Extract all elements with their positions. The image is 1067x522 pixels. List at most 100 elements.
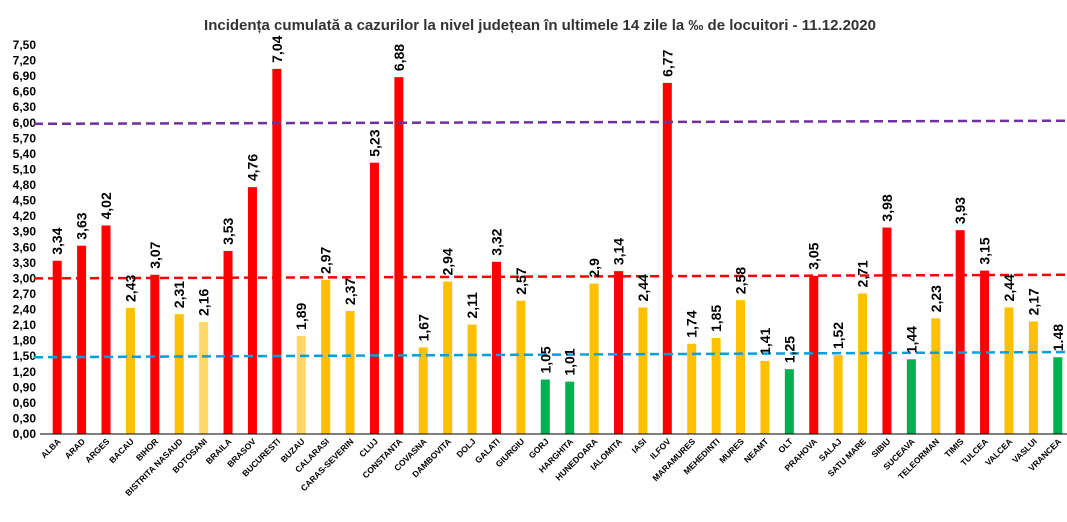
chart-title: Incidența cumulată a cazurilor la nivel … (204, 17, 876, 34)
bars (52, 68, 1063, 434)
data-label: 1,89 (293, 303, 309, 330)
bar (760, 360, 770, 434)
bar (614, 271, 624, 434)
y-axis: 0,00 0,300,60 0,901,20 1,501,80 2,102,40 2,70… (13, 38, 37, 441)
data-label: 2,43 (122, 275, 138, 302)
x-tick-label: ALBA (39, 436, 63, 460)
bar (125, 307, 135, 434)
bar (955, 230, 965, 434)
data-label: 3,05 (806, 242, 822, 269)
data-label: 2,94 (440, 248, 456, 275)
bar (174, 314, 184, 434)
data-label: 2,71 (855, 260, 871, 287)
data-label: 3,15 (977, 237, 993, 264)
data-label: 3,93 (952, 197, 968, 224)
bar (467, 324, 477, 434)
reference-line (33, 350, 1067, 359)
bar (491, 261, 501, 434)
data-label: 1,05 (537, 346, 553, 373)
y-tick-label: 0,00 (13, 427, 37, 441)
data-label: 3,98 (879, 194, 895, 221)
bar (687, 343, 697, 434)
y-tick-label: 3,30 (13, 256, 37, 270)
data-label: 2,37 (342, 278, 358, 305)
bar (1028, 321, 1038, 434)
bar (321, 279, 331, 434)
x-tick-label: NEAMT (742, 436, 771, 465)
y-tick-label: 7,50 (13, 38, 37, 52)
data-label: 2,44 (635, 274, 651, 301)
data-label: 7,04 (269, 35, 285, 62)
data-label: 2,23 (928, 285, 944, 312)
bar (784, 369, 794, 434)
y-tick-label: 1,20 (13, 365, 37, 379)
bar (711, 338, 721, 434)
y-tick-label: 1,80 (13, 334, 37, 348)
data-label: 1,67 (415, 314, 431, 341)
bar (980, 270, 990, 434)
bar (296, 335, 306, 434)
data-label: 3,63 (74, 212, 90, 239)
y-tick-label: 0,60 (13, 396, 37, 410)
data-label: 1,25 (781, 336, 797, 363)
data-label: 2,11 (464, 292, 480, 319)
data-label: 6,77 (659, 49, 675, 76)
data-label: 3,53 (220, 217, 236, 244)
data-label: 1,85 (708, 305, 724, 332)
data-label: 1,41 (757, 327, 773, 354)
y-tick-label: 6,60 (13, 85, 37, 99)
data-label: 2,58 (733, 267, 749, 294)
bar (1053, 357, 1063, 434)
bar (443, 281, 453, 434)
bar (809, 275, 819, 434)
data-label: 5,23 (366, 129, 382, 156)
y-tick-label: 6,30 (13, 100, 37, 114)
y-tick-label: 3,00 (13, 271, 37, 285)
bar (833, 355, 843, 434)
y-tick-label: 6,00 (13, 116, 37, 130)
bar (418, 347, 428, 434)
y-tick-label: 7,20 (13, 54, 37, 68)
data-label: 4,02 (98, 192, 114, 219)
bar (1004, 307, 1014, 434)
bar (52, 260, 62, 434)
y-tick-label: 2,40 (13, 303, 37, 317)
bar (345, 311, 355, 434)
x-tick-label: IASI (630, 436, 649, 455)
y-tick-label: 5,40 (13, 147, 37, 161)
x-tick-label: MURES (717, 436, 746, 465)
bar (736, 300, 746, 434)
bar (589, 283, 599, 434)
bar (77, 245, 87, 434)
data-label: 3,32 (488, 228, 504, 255)
bar (247, 187, 257, 434)
y-tick-label: 6,90 (13, 69, 37, 83)
reference-line (33, 273, 1067, 280)
data-label: 2,16 (196, 289, 212, 316)
y-tick-label: 5,10 (13, 162, 37, 176)
data-label: 4,76 (244, 154, 260, 181)
bar (565, 381, 575, 434)
data-label: 1,01 (562, 348, 578, 375)
y-tick-label: 3,90 (13, 225, 37, 239)
bar (101, 225, 111, 434)
x-tick-label: OLT (776, 436, 795, 455)
bar (272, 68, 282, 434)
bar (199, 321, 209, 434)
data-label: 1,44 (903, 326, 919, 353)
data-label: 2,17 (1025, 288, 1041, 315)
data-label: 1.48 (1050, 324, 1066, 351)
x-tick-label: ARGES (83, 436, 112, 465)
y-tick-label: 4,80 (13, 178, 37, 192)
data-label: 1,74 (684, 310, 700, 337)
bar (369, 162, 379, 434)
y-tick-label: 3,60 (13, 240, 37, 254)
x-tick-label: VALCEA (983, 436, 1014, 467)
data-label: 6,88 (391, 44, 407, 71)
bar (906, 359, 916, 434)
bar (882, 227, 892, 434)
data-label: 2,31 (171, 281, 187, 308)
data-labels: 3,34 3,63 4,02 2,43 3,07 2,31 2,16 3,53 4,76 7,04… (49, 35, 1066, 375)
